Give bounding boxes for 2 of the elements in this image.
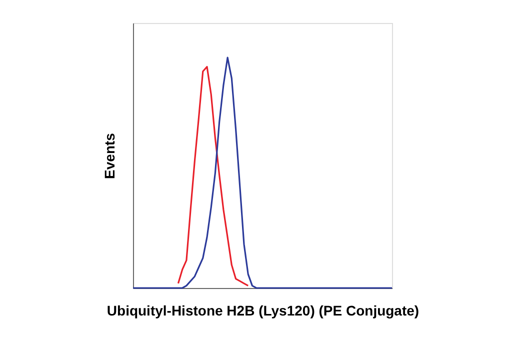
x-axis-title: Ubiquityl-Histone H2B (Lys120) (PE Conjugate)	[106, 302, 420, 318]
y-axis-title: Events	[102, 132, 118, 179]
